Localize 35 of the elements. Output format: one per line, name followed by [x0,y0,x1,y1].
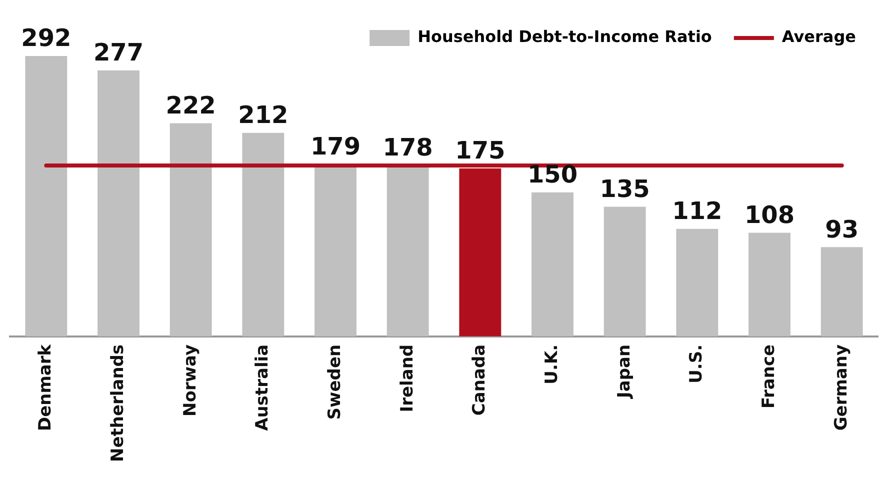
data-label: 179 [310,132,361,161]
data-label: 150 [527,160,578,189]
x-tick-label: Germany [831,344,852,431]
x-tick-label: Sweden [324,344,345,420]
data-label: 292 [21,24,72,52]
bar [242,132,284,336]
bar [170,123,212,336]
bar [748,232,790,336]
bar [820,247,863,336]
data-label: 112 [672,197,722,226]
x-tick-label: Denmark [36,344,56,432]
x-tick-label: Netherlands [108,344,128,462]
data-label: 175 [455,136,506,165]
bar [25,56,68,336]
x-tick-label: U.K. [542,344,562,384]
bar [604,206,646,336]
x-tick-label: Japan [614,344,634,399]
legend-label: Household Debt-to-Income Ratio [418,27,712,46]
data-label: 277 [93,38,144,67]
data-label: 135 [600,175,650,204]
bar [98,70,140,336]
bar [532,192,574,336]
data-label: 212 [238,101,288,130]
bar [676,228,718,336]
x-tick-label: Australia [252,344,273,431]
data-label: 222 [166,91,216,120]
x-tick-label: Canada [470,344,490,416]
data-label: 178 [382,134,433,162]
x-tick-label: France [758,344,779,409]
x-tick-label: Norway [180,344,200,416]
data-label: 93 [825,215,859,244]
legend-label: Average [782,27,856,46]
x-tick-label: U.S. [686,344,707,384]
data-label: 108 [744,200,795,229]
x-tick-label: Ireland [397,344,418,412]
